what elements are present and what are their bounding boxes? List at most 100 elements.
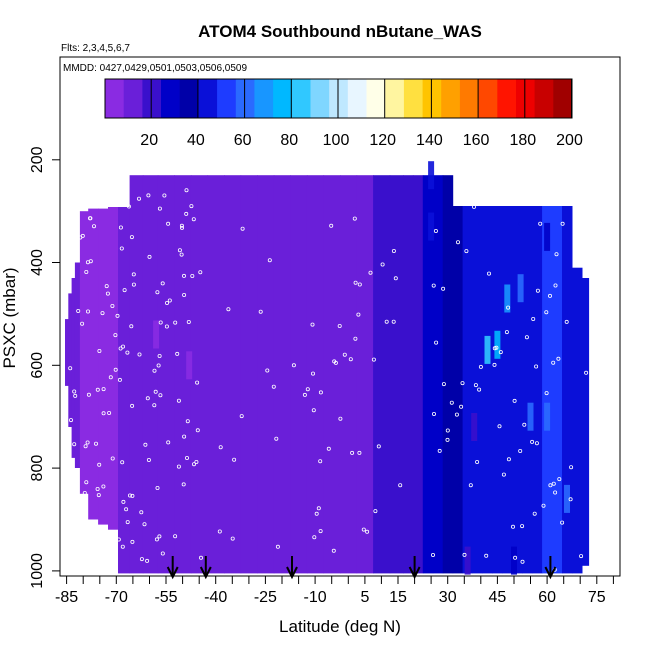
heatmap-cell — [306, 175, 325, 574]
sample-point — [337, 323, 342, 328]
heatmap-cell — [492, 206, 503, 574]
sample-point — [129, 324, 134, 329]
sample-point — [179, 223, 184, 228]
sample-point — [152, 368, 157, 373]
sample-point — [177, 248, 182, 253]
sample-point — [464, 249, 469, 254]
heatmap-cell — [373, 175, 391, 574]
sample-point — [136, 196, 141, 201]
heatmap-cell — [502, 206, 513, 574]
sample-point — [553, 490, 558, 495]
colorbar-tick-label: 20 — [140, 132, 158, 149]
sample-point — [152, 403, 157, 408]
colorbar-segment — [441, 79, 461, 118]
sample-point — [107, 410, 112, 415]
heatmap-patch — [484, 335, 491, 364]
sample-point — [548, 483, 553, 488]
sample-point — [81, 561, 86, 566]
sample-point — [310, 371, 315, 376]
x-axis-tick-label: -70 — [105, 589, 128, 606]
sample-point — [130, 539, 135, 544]
sample-point — [478, 364, 483, 369]
sample-point — [431, 411, 436, 416]
sample-point — [198, 555, 203, 560]
heatmap-cell — [403, 175, 414, 574]
sample-point — [190, 273, 195, 278]
sample-point — [218, 445, 223, 450]
heatmap-cell — [542, 206, 553, 574]
sample-point — [520, 559, 525, 564]
sample-point — [186, 319, 191, 324]
sample-point — [124, 507, 129, 512]
sample-point — [230, 536, 235, 541]
heatmap-patch — [544, 222, 551, 251]
sample-point — [512, 398, 517, 403]
heatmap-cell — [240, 175, 258, 574]
sample-point — [473, 383, 478, 388]
sample-point — [506, 305, 511, 310]
heatmap-cell — [552, 206, 563, 574]
sample-point — [554, 252, 559, 257]
heatmap-patch — [464, 546, 471, 575]
sample-point — [85, 525, 90, 530]
sample-point — [113, 367, 118, 372]
colorbar-segment — [123, 79, 143, 118]
sample-point — [145, 558, 150, 563]
sample-point — [146, 193, 151, 198]
sample-point — [195, 380, 200, 385]
heatmap-patch — [511, 546, 517, 575]
sample-point — [584, 370, 589, 375]
x-axis: -85 -70 -55 -40 -25 -10 5 15 30 45 60 75 — [55, 576, 614, 606]
sample-point — [384, 319, 389, 324]
sample-point — [173, 534, 178, 539]
colorbar-segment — [161, 79, 181, 118]
sample-point — [72, 442, 77, 447]
sample-point — [520, 524, 525, 529]
sample-point — [181, 482, 186, 487]
sample-point — [365, 529, 370, 534]
plot-frame — [59, 56, 621, 577]
sample-point — [110, 303, 115, 308]
sample-point — [568, 497, 573, 502]
sample-point — [155, 485, 160, 490]
sample-point — [486, 271, 491, 276]
colorbar-segment — [291, 79, 311, 118]
sample-point — [101, 387, 106, 392]
sample-point — [110, 456, 115, 461]
sample-point — [376, 444, 381, 449]
sample-point — [139, 557, 144, 562]
sample-point — [69, 418, 74, 423]
heatmap-patch — [504, 284, 511, 313]
sample-point — [534, 441, 539, 446]
heatmap-patch — [494, 330, 501, 359]
heatmap-cell — [356, 175, 374, 574]
sample-point — [265, 368, 270, 373]
sample-point — [497, 424, 502, 429]
sample-point — [131, 282, 136, 287]
sample-point — [522, 422, 527, 427]
sample-point — [462, 552, 467, 557]
sample-point — [157, 534, 162, 539]
colorbar-segment — [235, 79, 255, 118]
colorbar-tick-label: 200 — [556, 132, 583, 149]
sample-point — [142, 522, 147, 527]
x-axis-tick-label: 45 — [489, 589, 507, 606]
colorbar-tick-label: 160 — [463, 132, 490, 149]
sample-point — [534, 364, 539, 369]
sample-point — [175, 351, 180, 356]
colorbar-segment — [366, 79, 386, 118]
sample-point — [544, 391, 549, 396]
sample-point — [459, 404, 464, 409]
x-axis-tick-label: 75 — [588, 589, 606, 606]
sample-point — [139, 510, 144, 515]
colorbar-segment — [105, 79, 125, 118]
sample-point — [127, 493, 132, 498]
sample-point — [69, 223, 74, 228]
heatmap-cell — [118, 207, 131, 574]
sample-point — [475, 459, 480, 464]
sample-point — [331, 548, 336, 553]
sample-point — [100, 311, 105, 316]
sample-point — [326, 446, 331, 451]
sample-point — [116, 537, 121, 542]
x-axis-tick-label: 5 — [360, 589, 369, 606]
